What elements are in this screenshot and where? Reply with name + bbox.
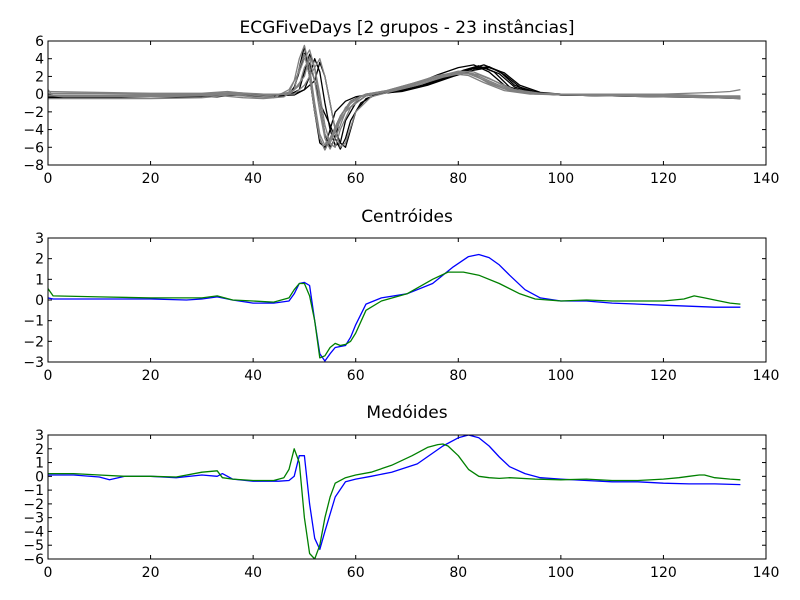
x-axis: 0 20 40 60 80 100 120 140 bbox=[44, 41, 780, 187]
y-tick-label: −3 bbox=[23, 355, 44, 371]
x-tick-label: 60 bbox=[347, 368, 365, 384]
chart-title: Centróides bbox=[361, 207, 453, 227]
x-axis: 0 20 40 60 80 100 120 140 bbox=[44, 238, 780, 384]
y-tick-label: 2 bbox=[35, 69, 44, 85]
y-tick-label: −6 bbox=[23, 140, 44, 156]
x-tick-label: 20 bbox=[142, 368, 160, 384]
x-axis: 0 20 40 60 80 100 120 140 bbox=[44, 435, 780, 581]
y-tick-label: −3 bbox=[23, 511, 44, 527]
series-line-1 bbox=[48, 435, 741, 551]
x-tick-label: 80 bbox=[449, 171, 467, 187]
y-axis: 3 2 1 0 −1 −2 −3 bbox=[23, 231, 766, 371]
y-tick-label: −6 bbox=[23, 552, 44, 568]
series-line-12 bbox=[48, 58, 741, 150]
x-tick-label: 80 bbox=[449, 565, 467, 581]
x-tick-label: 120 bbox=[650, 171, 677, 187]
y-tick-label: −2 bbox=[23, 334, 44, 350]
x-tick-label: 120 bbox=[650, 368, 677, 384]
x-tick-label: 140 bbox=[753, 565, 780, 581]
x-tick-label: 40 bbox=[244, 565, 262, 581]
y-tick-label: 1 bbox=[35, 272, 44, 288]
y-tick-label: 4 bbox=[35, 52, 44, 68]
axes-frame bbox=[47, 237, 767, 363]
x-tick-label: 140 bbox=[753, 171, 780, 187]
x-tick-label: 80 bbox=[449, 368, 467, 384]
axes-frame bbox=[47, 434, 767, 560]
y-tick-label: 0 bbox=[35, 293, 44, 309]
chart-title: Medóides bbox=[366, 403, 447, 423]
series-line-2 bbox=[48, 443, 741, 559]
y-tick-label: 0 bbox=[35, 469, 44, 485]
y-tick-label: −1 bbox=[23, 483, 44, 499]
chart-panel-medoides: Medóides 0 20 40 60 80 100 120 140 3210−1−2−3−4… bbox=[23, 403, 779, 581]
chart-panel-centroides: Centróides 0 20 40 60 80 100 120 140 3 2 1 0 −1 −2 −3 bbox=[23, 207, 779, 384]
plot-area bbox=[48, 44, 741, 151]
plot-area bbox=[48, 435, 741, 559]
y-tick-label: −1 bbox=[23, 314, 44, 330]
y-tick-label: 6 bbox=[35, 34, 44, 50]
y-tick-label: 2 bbox=[35, 252, 44, 268]
plot-area bbox=[48, 253, 741, 362]
chart-panel-ecgfivedays: ECGFiveDays [2 grupos - 23 instâncias] 0… bbox=[23, 18, 779, 187]
y-tick-label: −4 bbox=[23, 524, 44, 540]
x-tick-label: 40 bbox=[244, 368, 262, 384]
y-tick-label: 1 bbox=[35, 456, 44, 472]
y-tick-label: −2 bbox=[23, 105, 44, 121]
y-tick-label: 3 bbox=[35, 231, 44, 247]
x-tick-label: 40 bbox=[244, 171, 262, 187]
y-tick-label: 0 bbox=[35, 87, 44, 103]
y-tick-label: −8 bbox=[23, 158, 44, 174]
y-axis: 6 42 0 −2 −4−6 −8 bbox=[23, 34, 766, 174]
axes-frame bbox=[47, 40, 767, 166]
x-tick-label: 100 bbox=[547, 565, 574, 581]
y-tick-label: 3 bbox=[35, 428, 44, 444]
y-tick-label: −2 bbox=[23, 497, 44, 513]
x-tick-label: 60 bbox=[347, 171, 365, 187]
x-tick-label: 20 bbox=[142, 171, 160, 187]
x-tick-label: 140 bbox=[753, 368, 780, 384]
x-tick-label: 120 bbox=[650, 565, 677, 581]
x-tick-label: 0 bbox=[44, 368, 53, 384]
x-tick-label: 60 bbox=[347, 565, 365, 581]
x-tick-label: 0 bbox=[44, 565, 53, 581]
x-tick-label: 100 bbox=[547, 368, 574, 384]
chart-title: ECGFiveDays [2 grupos - 23 instâncias] bbox=[239, 18, 574, 38]
series-line-2 bbox=[48, 271, 741, 359]
x-tick-label: 20 bbox=[142, 565, 160, 581]
y-tick-label: −4 bbox=[23, 123, 44, 139]
y-tick-label: −5 bbox=[23, 538, 44, 554]
y-tick-label: 2 bbox=[35, 442, 44, 458]
x-tick-label: 100 bbox=[547, 171, 574, 187]
x-tick-label: 0 bbox=[44, 171, 53, 187]
